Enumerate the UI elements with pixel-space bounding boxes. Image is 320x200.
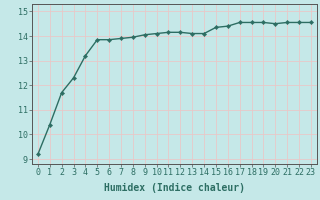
- X-axis label: Humidex (Indice chaleur): Humidex (Indice chaleur): [104, 183, 245, 193]
